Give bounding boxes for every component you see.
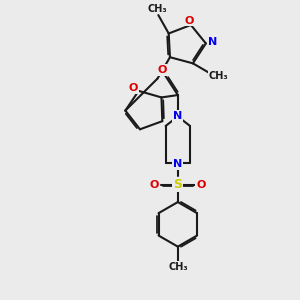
Text: O: O	[185, 16, 194, 26]
Text: S: S	[173, 178, 182, 191]
Text: O: O	[129, 83, 138, 93]
Text: CH₃: CH₃	[168, 262, 188, 272]
Text: O: O	[196, 180, 206, 190]
Text: CH₃: CH₃	[208, 71, 228, 81]
Text: N: N	[173, 111, 182, 121]
Text: N: N	[208, 37, 217, 47]
Text: O: O	[150, 180, 159, 190]
Text: CH₃: CH₃	[147, 4, 167, 14]
Text: O: O	[157, 65, 167, 75]
Text: N: N	[173, 159, 182, 169]
